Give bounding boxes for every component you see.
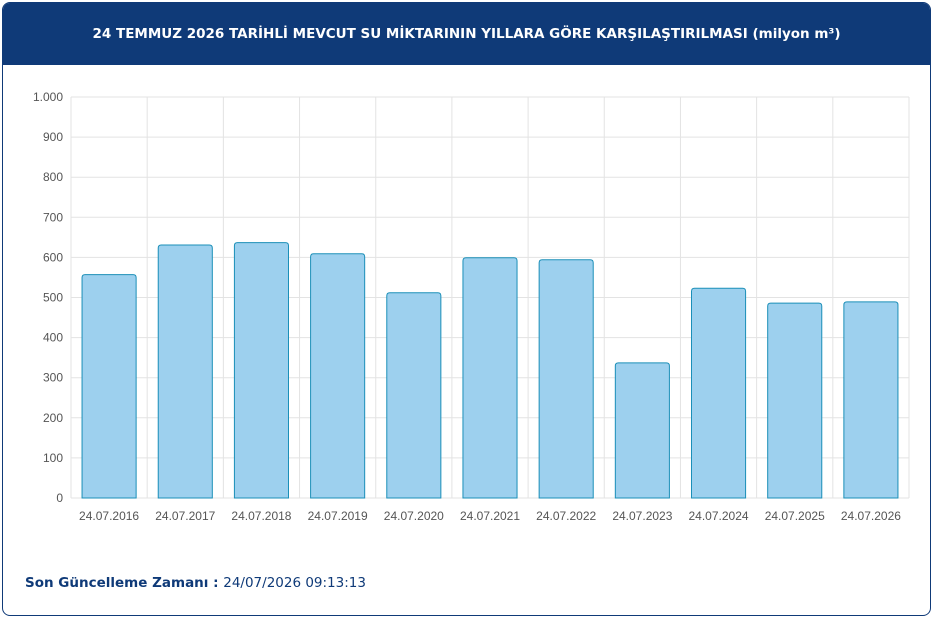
x-tick-label: 24.07.2026 — [841, 509, 901, 523]
y-tick-label: 300 — [43, 371, 63, 385]
x-tick-label: 24.07.2025 — [765, 509, 825, 523]
chart-title: 24 TEMMUZ 2026 TARİHLİ MEVCUT SU MİKTARI… — [92, 26, 841, 42]
y-tick-label: 800 — [43, 170, 63, 184]
last-updated-label: Son Güncelleme Zamanı — [25, 575, 209, 591]
bar — [538, 259, 594, 499]
x-tick-label: 24.07.2019 — [308, 509, 368, 523]
x-tick-label: 24.07.2023 — [612, 509, 672, 523]
x-tick-label: 24.07.2022 — [536, 509, 596, 523]
bar — [691, 287, 747, 499]
card-header: 24 TEMMUZ 2026 TARİHLİ MEVCUT SU MİKTARI… — [3, 3, 930, 65]
y-tick-label: 0 — [56, 491, 63, 505]
last-updated: Son Güncelleme Zamanı : 24/07/2026 09:13… — [25, 575, 366, 591]
y-tick-label: 700 — [43, 210, 63, 224]
bar — [386, 292, 442, 499]
bar — [310, 253, 366, 499]
x-tick-label: 24.07.2020 — [384, 509, 444, 523]
bar — [614, 362, 670, 499]
last-updated-separator: : — [208, 575, 224, 591]
y-tick-label: 600 — [43, 250, 63, 264]
y-tick-label: 100 — [43, 451, 63, 465]
bar — [843, 301, 899, 499]
bar — [157, 244, 213, 499]
x-tick-label: 24.07.2017 — [155, 509, 215, 523]
bar — [767, 302, 823, 499]
x-tick-label: 24.07.2021 — [460, 509, 520, 523]
y-tick-label: 900 — [43, 130, 63, 144]
y-tick-label: 200 — [43, 411, 63, 425]
x-tick-label: 24.07.2016 — [79, 509, 139, 523]
y-tick-label: 500 — [43, 291, 63, 305]
x-tick-label: 24.07.2018 — [231, 509, 291, 523]
y-tick-label: 400 — [43, 331, 63, 345]
last-updated-value: 24/07/2026 09:13:13 — [223, 575, 366, 591]
bar — [81, 274, 137, 499]
y-tick-label: 1.000 — [33, 90, 63, 104]
bar — [233, 242, 289, 499]
bar-chart: 0 100 200 300 400 500 600 700 800 900 1.000 24.07.2… — [33, 90, 910, 523]
x-tick-label: 24.07.2024 — [689, 509, 749, 523]
bar — [462, 257, 518, 499]
